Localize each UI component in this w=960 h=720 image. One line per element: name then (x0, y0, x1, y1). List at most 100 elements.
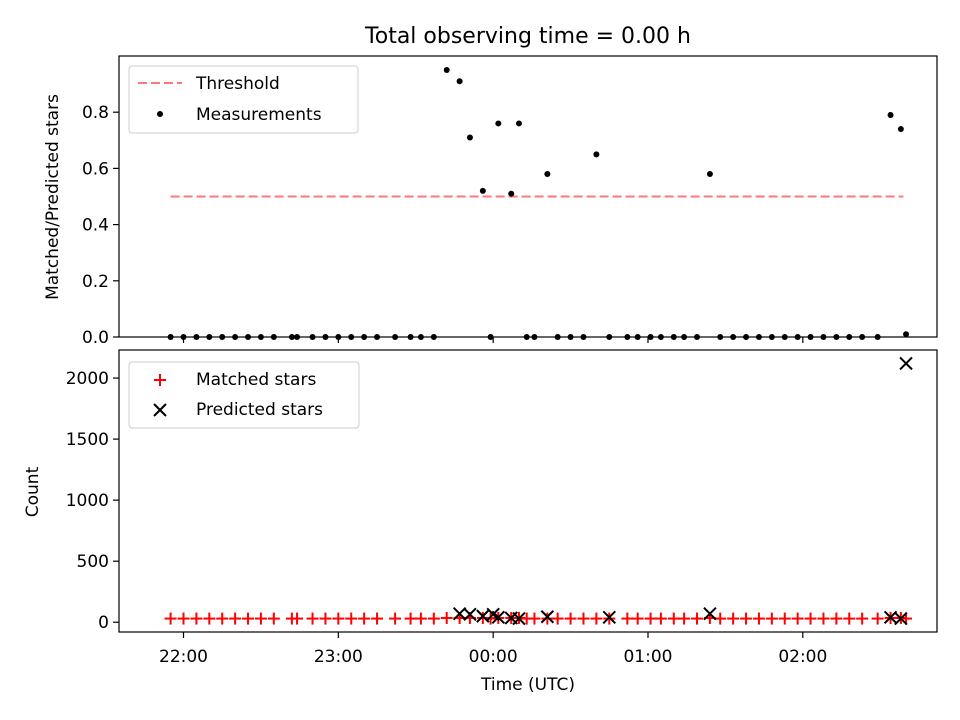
matched-star-point (440, 611, 453, 624)
measurement-point (593, 151, 600, 158)
legend-matched-symbol (154, 374, 166, 386)
legend-measurements-label: Measurements (196, 105, 322, 125)
top-y-tick-label: 0.4 (82, 216, 109, 236)
measurement-point (730, 334, 737, 340)
measurement-point (417, 334, 424, 340)
matched-star-point (190, 612, 203, 625)
legend-threshold-label: Threshold (195, 74, 280, 94)
predicted-star-point (452, 606, 467, 621)
matched-star-point (254, 612, 267, 625)
measurement-point (820, 334, 827, 340)
matched-star-point (414, 612, 427, 625)
matched-star-point (778, 612, 791, 625)
measurement-point (833, 334, 840, 340)
matched-star-point (291, 612, 304, 625)
matched-star-point (564, 612, 577, 625)
predicted-star-point (703, 606, 717, 621)
measurement-point (245, 334, 252, 340)
matched-star-point (427, 612, 440, 625)
measurement-point (392, 334, 399, 340)
matched-star-point (765, 612, 778, 625)
measurement-point (294, 334, 301, 340)
matched-star-point (229, 612, 242, 625)
measurement-point (219, 334, 226, 340)
matched-star-point (404, 612, 417, 625)
top-y-tick-label: 0.6 (82, 159, 109, 179)
measurement-point (531, 334, 538, 340)
bottom-x-tick-label: 00:00 (469, 647, 518, 667)
top-legend-box (128, 65, 359, 134)
bottom-y-tick-label: 500 (77, 552, 109, 572)
measurement-point (846, 334, 853, 340)
matched-star-point (371, 612, 384, 625)
matched-star-point (577, 612, 590, 625)
measurement-point (887, 112, 894, 119)
top-y-tick-label: 0.0 (82, 328, 109, 348)
measurement-point (874, 334, 881, 340)
matched-star-point (164, 612, 177, 625)
measurement-point (348, 334, 355, 340)
measurement-point (781, 334, 788, 340)
matched-star-point (817, 612, 830, 625)
matched-star-point (752, 612, 765, 625)
legend-predicted-symbol (153, 403, 167, 417)
matched-star-point (551, 612, 564, 625)
bottom-x-tick-label: 22:00 (159, 647, 208, 667)
bottom-x-tick-label: 23:00 (314, 647, 363, 667)
measurement-point (523, 334, 530, 340)
legend-measurements-symbol (157, 111, 163, 117)
matched-star-point (691, 612, 704, 625)
matched-star-point (644, 612, 657, 625)
measurement-point (257, 334, 264, 340)
predicted-stars-points (452, 356, 913, 626)
predicted-star-point (491, 610, 506, 625)
measurement-point (193, 334, 200, 340)
measurement-point (495, 120, 502, 127)
measurement-points (167, 67, 910, 340)
measurement-point (694, 334, 701, 340)
top-panel: 0.00.20.40.60.8 Matched/Predicted stars … (43, 55, 938, 348)
bottom-y-axis-label: Count (23, 466, 43, 517)
measurement-point (897, 126, 904, 133)
matched-star-point (216, 612, 229, 625)
measurement-point (624, 334, 631, 340)
predicted-star-point (602, 610, 616, 625)
measurement-point (322, 334, 329, 340)
matched-star-point (621, 612, 634, 625)
predicted-star-point (512, 611, 526, 626)
measurement-point (768, 334, 775, 340)
matched-star-point (843, 612, 856, 625)
matched-star-point (242, 612, 255, 625)
legend-predicted-label: Predicted stars (196, 400, 323, 420)
predicted-star-point (463, 607, 477, 622)
bottom-y-tick-label: 2000 (66, 369, 109, 389)
bottom-y-ticks: 0 500 1000 1500 2000 (66, 369, 119, 633)
matched-star-point (389, 612, 402, 625)
predicted-star-point (540, 610, 555, 624)
measurement-point (443, 67, 450, 74)
measurement-point (647, 334, 654, 340)
measurement-point (567, 334, 574, 340)
bottom-y-tick-label: 1000 (66, 491, 109, 511)
measurement-point (634, 334, 641, 340)
measurement-point (515, 120, 522, 127)
measurement-point (807, 334, 814, 340)
measurement-point (743, 334, 750, 340)
matched-star-point (345, 612, 358, 625)
measurement-point (487, 334, 494, 340)
matched-star-point (319, 612, 332, 625)
measurement-point (288, 334, 295, 340)
matched-star-point (678, 612, 691, 625)
matched-star-point (267, 612, 280, 625)
measurement-point (466, 134, 473, 141)
measurement-point (374, 334, 381, 340)
measurement-point (670, 334, 677, 340)
legend-matched-label: Matched stars (196, 370, 316, 390)
measurement-point (167, 334, 174, 340)
measurement-point (270, 334, 277, 340)
bottom-x-tick-label: 02:00 (778, 647, 827, 667)
measurement-point (706, 171, 713, 178)
bottom-y-tick-label: 0 (98, 613, 109, 633)
measurement-point (755, 334, 762, 340)
